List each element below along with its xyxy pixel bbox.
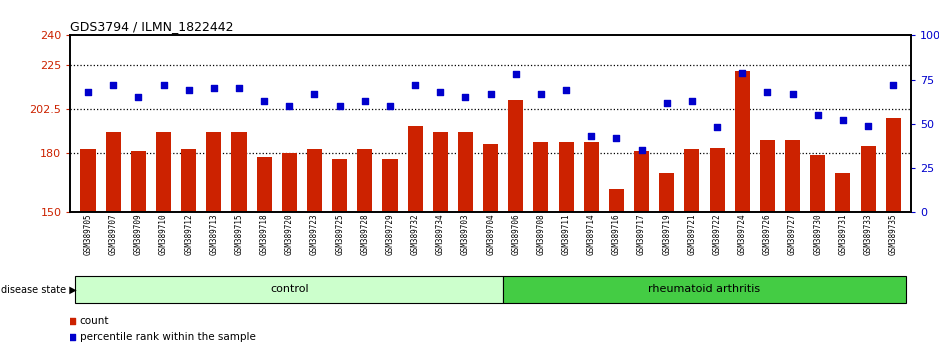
Point [860,123,875,129]
Point [408,82,423,88]
Text: percentile rank within the sample: percentile rank within the sample [80,332,255,342]
Point [483,91,498,97]
Bar [282,153,297,354]
Text: disease state ▶: disease state ▶ [1,284,77,295]
Bar [207,132,222,354]
Bar [81,149,96,354]
Bar [483,144,499,354]
Point [710,125,725,130]
Point [760,89,775,95]
Bar [885,118,901,354]
Point [659,100,674,105]
Point [433,89,448,95]
Point [508,72,523,77]
Bar [710,148,725,354]
Point [382,103,397,109]
Bar [382,159,397,354]
Text: count: count [80,316,109,326]
Bar [734,71,750,354]
Bar [458,132,473,354]
Bar [256,157,271,354]
Bar [131,152,146,354]
Point [885,82,901,88]
Point [282,103,297,109]
Text: rheumatoid arthritis: rheumatoid arthritis [649,284,761,295]
Point [332,103,347,109]
Point [533,91,548,97]
Point [207,86,222,91]
Bar [508,100,523,354]
Bar [760,139,775,354]
Point [358,98,373,104]
Bar [408,126,423,354]
Bar [634,152,649,354]
Bar [156,132,171,354]
Point [156,82,171,88]
Point [584,133,599,139]
Bar [685,149,700,354]
Point [268,267,283,272]
Point [106,82,121,88]
Bar [332,159,347,354]
Bar [810,155,825,354]
Point [268,122,283,127]
Point [634,148,649,153]
Bar [836,173,851,354]
Point [458,95,473,100]
Text: control: control [270,284,309,295]
Bar [785,139,800,354]
Bar [106,132,121,354]
Bar [559,142,574,354]
Point [608,135,623,141]
Point [81,89,96,95]
Point [559,87,574,93]
Bar [584,142,599,354]
Point [836,118,851,123]
Point [810,112,825,118]
Bar [231,132,247,354]
Bar [307,149,322,354]
Point [131,95,146,100]
Point [307,91,322,97]
Bar [608,189,624,354]
Bar [181,149,196,354]
Text: GDS3794 / ILMN_1822442: GDS3794 / ILMN_1822442 [70,20,234,33]
Bar [533,142,548,354]
Bar [659,173,674,354]
Bar [433,132,448,354]
Point [181,87,196,93]
Point [232,86,247,91]
Point [785,91,800,97]
Point [734,70,749,75]
Point [685,98,700,104]
Point [256,98,271,104]
Bar [860,145,875,354]
Bar [357,149,373,354]
Bar [503,276,906,303]
Bar [75,276,503,303]
